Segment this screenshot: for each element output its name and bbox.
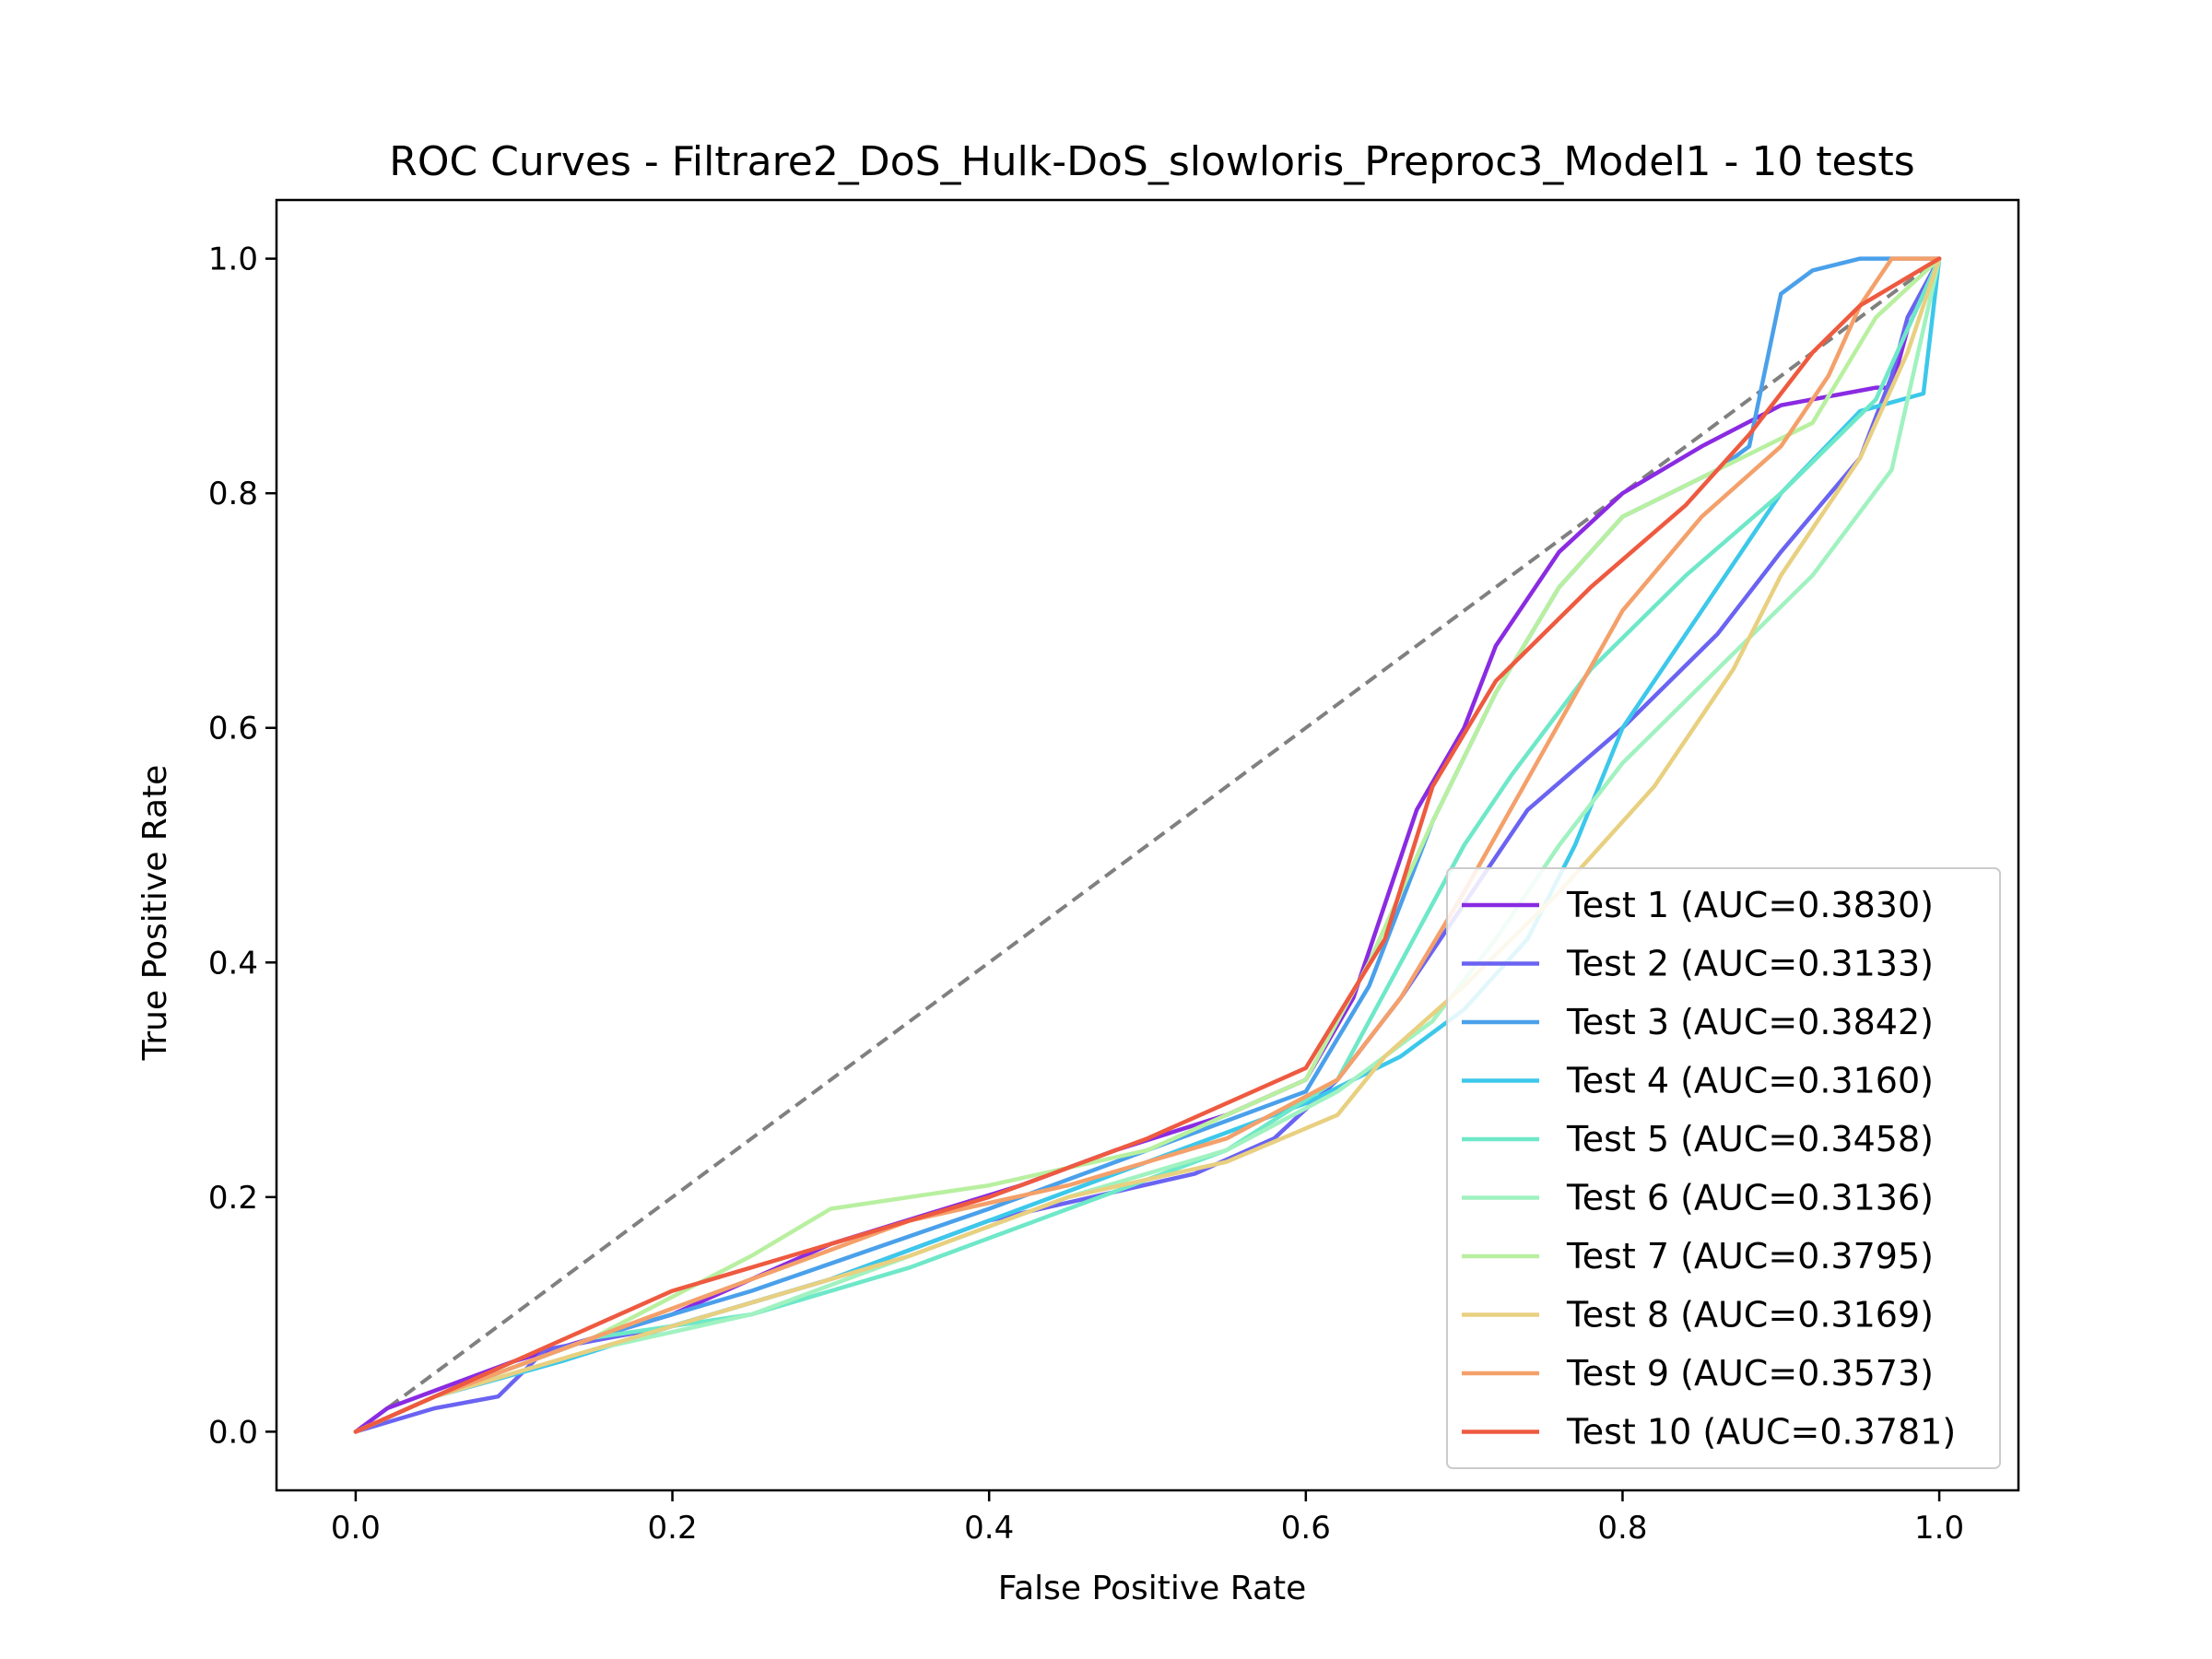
plot-frame <box>275 198 2020 1492</box>
legend-entry: Test 6 (AUC=0.3136) <box>1566 1178 1934 1218</box>
x-tick-label: 0.8 <box>1597 1510 1647 1547</box>
legend-entry: Test 9 (AUC=0.3573) <box>1566 1353 1934 1394</box>
series-line-10 <box>353 256 1942 1434</box>
chart-title: ROC Curves - Filtrare2_DoS_Hulk-DoS_slow… <box>389 138 1914 185</box>
x-tick-label: 0.0 <box>331 1510 381 1547</box>
x-axis-label: False Positive Rate <box>998 1570 1307 1607</box>
series-line-9 <box>353 256 1942 1434</box>
x-tick-label: 1.0 <box>1914 1510 1964 1547</box>
y-tick-label: 0.8 <box>208 476 258 512</box>
legend-entry: Test 2 (AUC=0.3133) <box>1566 944 1934 984</box>
legend-entry: Test 10 (AUC=0.3781) <box>1566 1412 1956 1453</box>
y-tick-label: 0.6 <box>208 711 258 747</box>
diagonal-reference-line <box>354 257 1941 1433</box>
x-tick-label: 0.6 <box>1281 1510 1331 1547</box>
x-tick-label: 0.4 <box>964 1510 1014 1547</box>
x-axis: 0.0 0.2 0.4 0.6 0.8 1.0 <box>331 1490 1964 1547</box>
legend-entry: Test 3 (AUC=0.3842) <box>1566 1002 1934 1042</box>
y-axis-label: True Positive Rate <box>136 765 174 1062</box>
legend-entry: Test 8 (AUC=0.3169) <box>1566 1295 1934 1335</box>
y-tick-label: 0.4 <box>208 945 258 982</box>
legend-entry: Test 4 (AUC=0.3160) <box>1566 1061 1934 1101</box>
legend-entry: Test 7 (AUC=0.3795) <box>1566 1236 1934 1277</box>
y-tick-label: 0.2 <box>208 1180 258 1217</box>
y-tick-label: 1.0 <box>208 241 258 278</box>
x-tick-label: 0.2 <box>648 1510 698 1547</box>
series-line-8 <box>353 256 1942 1434</box>
legend: Test 1 (AUC=0.3830) Test 2 (AUC=0.3133) Te… <box>1446 867 2001 1469</box>
legend-entry: Test 5 (AUC=0.3458) <box>1566 1119 1934 1159</box>
legend-entry: Test 1 (AUC=0.3830) <box>1566 885 1934 925</box>
plot-area <box>275 198 2020 1492</box>
y-axis: 0.0 0.2 0.4 0.6 0.8 1.0 <box>208 241 276 1451</box>
y-tick-label: 0.0 <box>208 1414 258 1451</box>
legend-box <box>1446 867 2001 1469</box>
